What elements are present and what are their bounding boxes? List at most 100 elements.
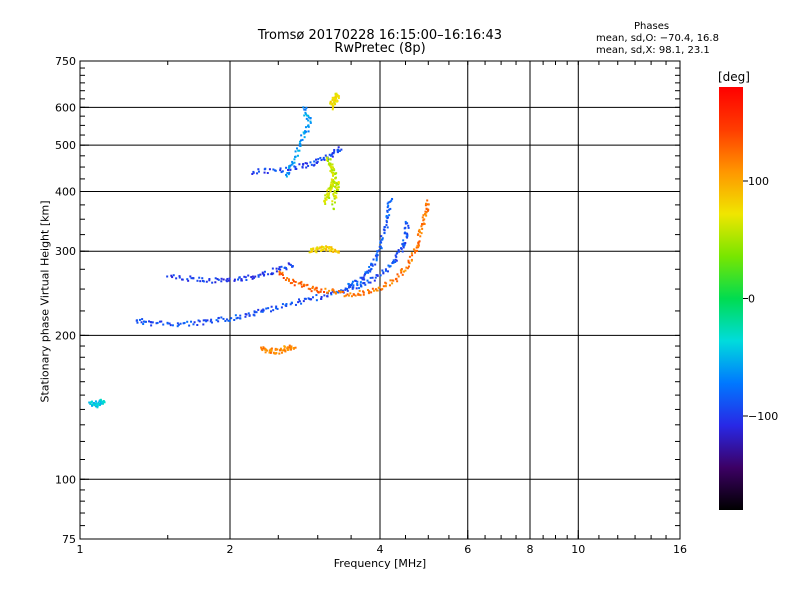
data-point [270, 310, 273, 313]
data-point [278, 352, 281, 355]
data-point [162, 323, 165, 326]
data-point [273, 169, 276, 172]
data-point [376, 274, 379, 277]
data-point [386, 206, 389, 209]
data-point [326, 291, 329, 294]
data-point [309, 121, 312, 124]
data-point [341, 289, 344, 292]
data-point [411, 254, 414, 257]
data-point [336, 188, 339, 191]
data-point [420, 223, 423, 226]
data-point [315, 247, 318, 250]
data-point [222, 317, 225, 320]
data-point [425, 207, 428, 210]
data-point [277, 268, 280, 271]
data-point [300, 134, 303, 137]
data-point [329, 164, 332, 167]
data-point [426, 203, 429, 206]
data-point [327, 194, 330, 197]
data-point [386, 216, 389, 219]
data-point [307, 119, 310, 122]
data-point [289, 303, 292, 306]
data-point [199, 280, 202, 283]
data-point [391, 262, 394, 265]
data-point [359, 294, 362, 297]
data-point [196, 279, 199, 282]
data-point [287, 168, 290, 171]
y-tick-label: 75 [62, 533, 76, 546]
data-point [304, 113, 307, 116]
data-point [262, 309, 265, 312]
data-point [368, 265, 371, 268]
data-point [303, 108, 306, 111]
data-point [286, 277, 289, 280]
data-point [92, 401, 95, 404]
data-point [330, 187, 333, 190]
data-point [334, 248, 337, 251]
data-point [270, 305, 273, 308]
data-point [311, 285, 314, 288]
data-point [375, 259, 378, 262]
data-point [259, 273, 262, 276]
data-point [334, 195, 337, 198]
data-point [398, 250, 401, 253]
data-point [190, 320, 193, 323]
data-point [268, 351, 271, 354]
data-point [388, 284, 391, 287]
data-point [364, 272, 367, 275]
data-point [418, 240, 421, 243]
data-point [354, 279, 357, 282]
data-point [359, 281, 362, 284]
data-point [97, 402, 100, 405]
data-point [386, 270, 389, 273]
x-tick-label: 1 [77, 543, 84, 556]
data-point [202, 323, 205, 326]
data-point [247, 274, 250, 277]
data-point [385, 269, 388, 272]
data-point [289, 282, 292, 285]
data-point [331, 183, 334, 186]
data-point [210, 318, 213, 321]
data-point [372, 258, 375, 261]
data-point [233, 318, 236, 321]
data-point [298, 300, 301, 303]
data-point [421, 227, 424, 230]
data-point [285, 267, 288, 270]
data-point [331, 108, 334, 111]
data-point [151, 321, 154, 324]
data-point [333, 97, 336, 100]
data-point [343, 295, 346, 298]
data-point [261, 272, 264, 275]
data-point [419, 235, 422, 238]
data-point [323, 201, 326, 204]
data-point [293, 165, 296, 168]
data-point [276, 307, 279, 310]
data-point [329, 166, 332, 169]
data-point [294, 155, 297, 158]
data-point [394, 278, 397, 281]
data-point [346, 288, 349, 291]
data-point [250, 276, 253, 279]
data-point [260, 309, 263, 312]
data-point [374, 276, 377, 279]
data-point [329, 185, 332, 188]
data-point [272, 168, 275, 171]
data-point [320, 245, 323, 248]
data-point [348, 285, 351, 288]
data-point [360, 276, 363, 279]
data-point [324, 154, 327, 157]
data-point [410, 259, 413, 262]
data-point [319, 249, 322, 252]
data-point [331, 152, 334, 155]
data-point [324, 197, 327, 200]
data-point [149, 321, 152, 324]
y-tick-label: 500 [55, 139, 76, 152]
data-point [407, 226, 410, 229]
data-point [96, 404, 99, 407]
data-point [364, 283, 367, 286]
data-point [329, 170, 332, 173]
data-point [293, 161, 296, 164]
data-point [329, 102, 332, 105]
data-point [332, 207, 335, 210]
data-point [376, 250, 379, 253]
